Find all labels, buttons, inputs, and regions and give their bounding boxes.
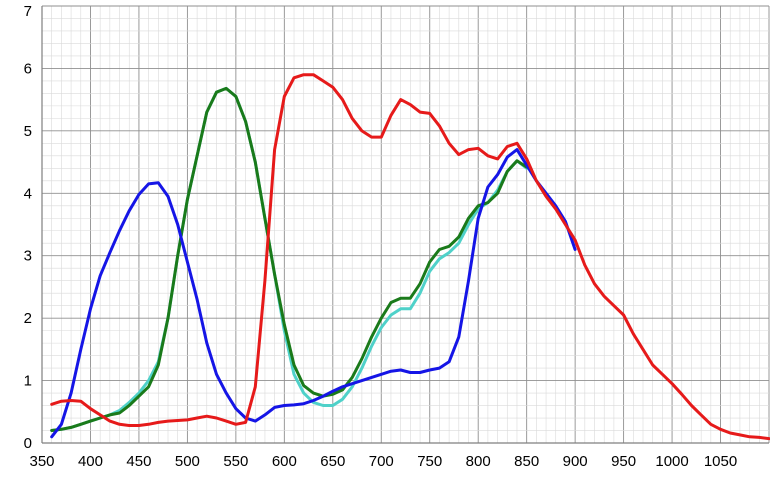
y-tick-label: 5 bbox=[24, 123, 32, 140]
x-tick-label: 600 bbox=[272, 453, 297, 470]
x-tick-label: 1050 bbox=[704, 453, 737, 470]
x-tick-label: 550 bbox=[223, 453, 248, 470]
x-tick-label: 400 bbox=[78, 453, 103, 470]
x-tick-label: 850 bbox=[514, 453, 539, 470]
x-tick-label: 450 bbox=[126, 453, 151, 470]
series-line-green bbox=[50, 86, 529, 432]
x-tick-label: 950 bbox=[611, 453, 636, 470]
x-tick-label: 750 bbox=[417, 453, 442, 470]
tick-labels: 350 400 450 500 550 600 650 700 750 800 850 900 950 1… bbox=[24, 3, 738, 470]
y-tick-label: 2 bbox=[24, 310, 32, 327]
x-tick-label: 500 bbox=[175, 453, 200, 470]
y-tick-label: 3 bbox=[24, 248, 32, 265]
x-tick-label: 800 bbox=[466, 453, 491, 470]
axes bbox=[41, 6, 769, 444]
x-tick-label: 900 bbox=[563, 453, 588, 470]
y-tick-label: 4 bbox=[24, 185, 32, 202]
series-lines bbox=[50, 73, 770, 441]
x-tick-label: 650 bbox=[320, 453, 345, 470]
x-tick-label: 350 bbox=[29, 453, 54, 470]
grid bbox=[41, 5, 770, 444]
series-line-cyan bbox=[50, 86, 529, 432]
x-tick-label: 1000 bbox=[655, 453, 688, 470]
series-line-blue bbox=[50, 148, 577, 439]
series-line-red bbox=[50, 73, 770, 441]
y-tick-label: 6 bbox=[24, 60, 32, 77]
y-tick-label: 1 bbox=[24, 373, 32, 390]
y-tick-label: 0 bbox=[24, 435, 32, 452]
y-tick-label: 7 bbox=[24, 3, 32, 20]
x-tick-label: 700 bbox=[369, 453, 394, 470]
